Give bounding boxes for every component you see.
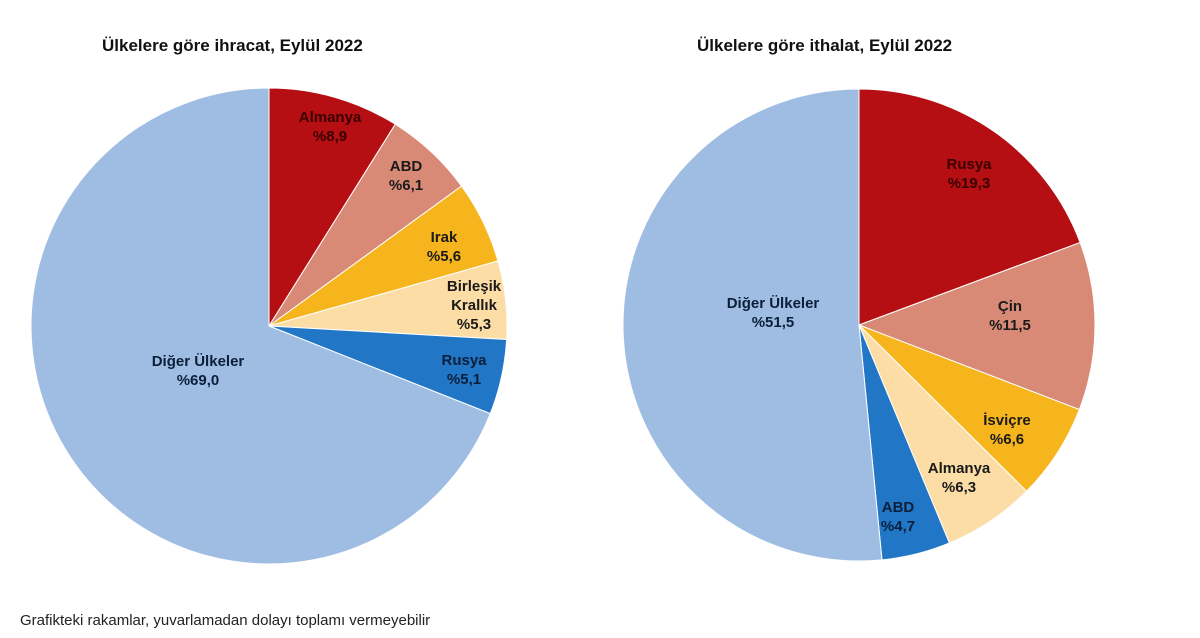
- slice-label-cin: Çin %11,5: [989, 298, 1031, 334]
- slice-label-isvicre: İsviçre %6,6: [983, 412, 1031, 448]
- slice-label-almanya: Almanya %8,9: [299, 109, 362, 145]
- import-chart-title: Ülkelere göre ithalat, Eylül 2022: [697, 36, 953, 55]
- pie-slice-cin: [857, 241, 1096, 411]
- slice-label-almanya: Almanya %6,3: [928, 460, 991, 496]
- slice-label-birlesik-krallik: Birleşik Krallık %5,3: [447, 278, 502, 333]
- import-pie-chart: Rusya %19,3 Çin %11,5 İsviçre %6,6 Almanya %6,3…: [622, 88, 1096, 562]
- footnote: Grafikteki rakamlar, yuvarlamadan dolayı…: [20, 612, 431, 629]
- slice-label-abd: ABD %6,1: [389, 158, 423, 194]
- pie-slice-diger-ulkeler: [622, 88, 883, 562]
- slice-label-rusya: Rusya %5,1: [441, 352, 487, 388]
- slice-label-abd: ABD %4,7: [881, 499, 915, 535]
- export-pie-chart: Almanya %8,9 ABD %6,1 Irak %5,6 Birleşik Krallı…: [30, 87, 508, 565]
- pie-slice-almanya: [268, 87, 396, 328]
- export-chart-title: Ülkelere göre ihracat, Eylül 2022: [102, 36, 363, 55]
- slice-label-diger-ulkeler: Diğer Ülkeler %51,5: [727, 295, 820, 331]
- pie-slice-rusya: [858, 88, 1081, 326]
- slice-label-rusya: Rusya %19,3: [946, 156, 992, 192]
- pie-slice-diger-ulkeler: [30, 87, 491, 565]
- slice-label-irak: Irak %5,6: [427, 229, 461, 265]
- slice-label-diger-ulkeler: Diğer Ülkeler %69,0: [152, 353, 245, 389]
